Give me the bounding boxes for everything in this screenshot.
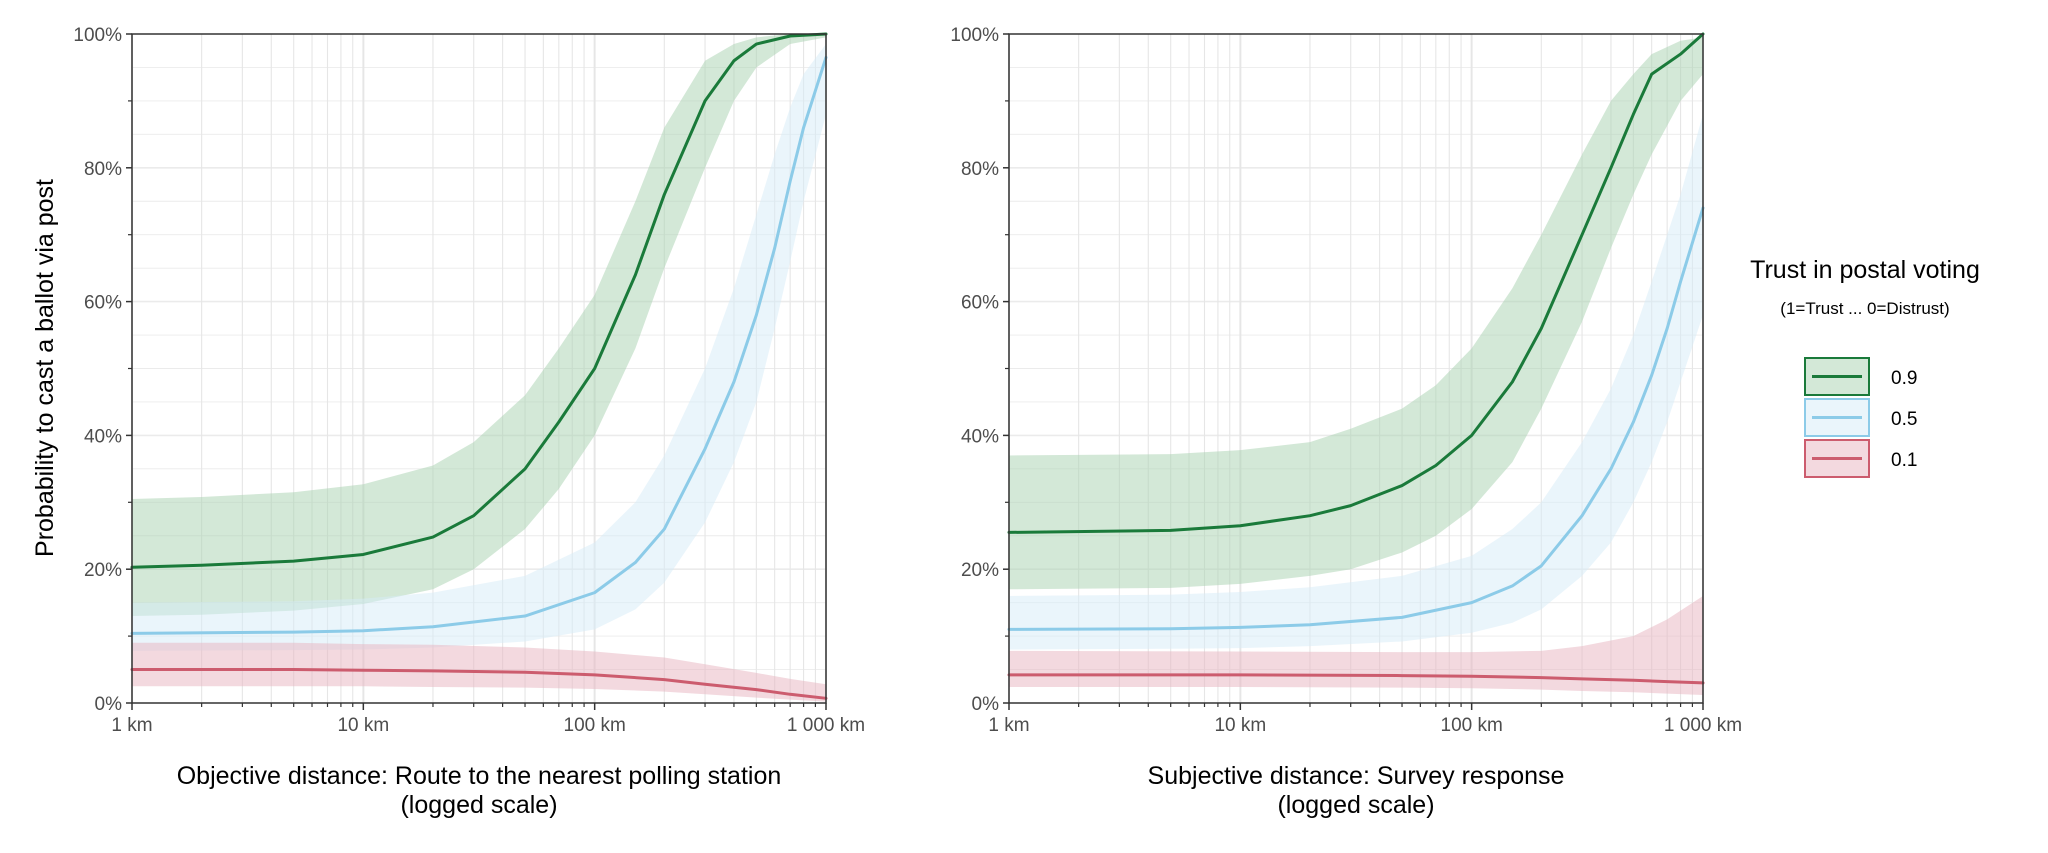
- x-tick-label: 1 000 km: [1664, 715, 1742, 736]
- ci-band-0-9: [1009, 37, 1703, 590]
- series-line-0-9: [1007, 32, 1705, 534]
- x-tick-label: 100 km: [564, 715, 626, 736]
- x-tick-label: 10 km: [1214, 715, 1266, 736]
- y-tick-label: 60%: [84, 293, 122, 314]
- ci-band-0-5: [132, 44, 826, 651]
- legend-label: 0.5: [1891, 409, 1917, 430]
- y-axis-ticks: 0% 20% 40% 60% 80% 100%: [73, 25, 132, 715]
- legend-item-0-9: 0.9: [1804, 357, 1917, 396]
- legend-title: Trust in postal voting: [1750, 256, 1980, 284]
- chart-panel-subjective-distance: 0% 20% 40% 60% 80% 100% 1 km 10 km 100 km 1 000 …: [950, 25, 1742, 819]
- legend-entries: 0.9 0.5 0.1: [1804, 357, 1917, 478]
- x-axis-title: Subjective distance: Survey response: [1148, 762, 1565, 790]
- x-axis-ticks: 1 km 10 km 100 km 1 000 km: [988, 703, 1742, 736]
- x-tick-label: 100 km: [1441, 715, 1503, 736]
- confidence-bands: [1009, 37, 1703, 695]
- y-tick-label: 20%: [84, 560, 122, 581]
- x-axis-ticks: 1 km 10 km 100 km 1 000 km: [111, 703, 865, 736]
- ci-band-0-1: [1009, 595, 1703, 695]
- y-tick-label: 40%: [961, 426, 999, 447]
- y-tick-label: 0%: [972, 694, 1000, 715]
- legend-item-0-1: 0.1: [1804, 439, 1917, 478]
- series-line-0-5: [130, 55, 828, 635]
- legend-subtitle: (1=Trust ... 0=Distrust): [1780, 299, 1949, 318]
- series-lines: [1007, 32, 1705, 685]
- legend-item-0-5: 0.5: [1804, 398, 1917, 437]
- series-line-0-5: [1007, 206, 1705, 631]
- ci-band-0-9: [132, 34, 826, 617]
- y-tick-label: 60%: [961, 293, 999, 314]
- legend-label: 0.1: [1891, 450, 1917, 471]
- y-tick-label: 100%: [73, 25, 122, 46]
- x-tick-label: 1 000 km: [787, 715, 865, 736]
- x-axis-subtitle: (logged scale): [1277, 791, 1434, 819]
- y-tick-label: 100%: [950, 25, 999, 46]
- y-tick-label: 0%: [95, 694, 123, 715]
- x-tick-label: 1 km: [111, 715, 152, 736]
- y-tick-label: 80%: [961, 159, 999, 180]
- legend: Trust in postal voting (1=Trust ... 0=Di…: [1750, 256, 1980, 478]
- series-line-0-1: [1007, 673, 1705, 685]
- series-lines: [130, 32, 828, 700]
- ci-band-0-5: [1009, 114, 1703, 650]
- legend-label: 0.9: [1891, 368, 1917, 389]
- x-tick-label: 10 km: [337, 715, 389, 736]
- chart-panel-objective-distance: 0% 20% 40% 60% 80% 100% 1 km 10 km 100 km 1 000 …: [73, 25, 865, 819]
- y-tick-label: 40%: [84, 426, 122, 447]
- x-tick-label: 1 km: [988, 715, 1029, 736]
- x-axis-subtitle: (logged scale): [400, 791, 557, 819]
- x-axis-title: Objective distance: Route to the nearest…: [177, 762, 782, 790]
- y-tick-label: 20%: [961, 560, 999, 581]
- series-line-0-9: [130, 32, 828, 569]
- y-axis-title: Probability to cast a ballot via post: [31, 179, 59, 557]
- series-line-0-1: [130, 668, 828, 700]
- y-axis-ticks: 0% 20% 40% 60% 80% 100%: [950, 25, 1009, 715]
- y-tick-label: 80%: [84, 159, 122, 180]
